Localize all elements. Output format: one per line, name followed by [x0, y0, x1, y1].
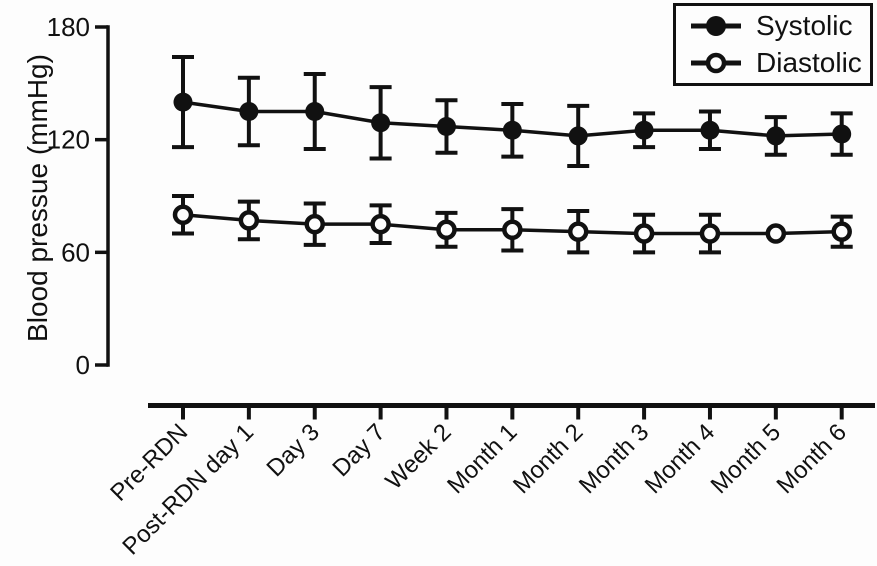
diastolic-point	[765, 223, 787, 244]
systolic-point	[700, 120, 720, 140]
diastolic-point	[567, 221, 589, 242]
systolic-point	[173, 92, 193, 112]
systolic-point	[239, 102, 259, 121]
systolic-point	[371, 113, 391, 133]
systolic-point	[502, 120, 522, 140]
diastolic-marker-icon	[691, 52, 741, 73]
legend-item-systolic: Systolic	[676, 11, 870, 41]
y-tick-label: 0	[76, 350, 90, 380]
legend: Systolic Diastolic	[673, 3, 873, 86]
diastolic-point	[172, 204, 194, 226]
diastolic-point	[633, 223, 655, 244]
diastolic-point	[304, 213, 325, 235]
x-tick-label: Month 4	[640, 419, 720, 499]
systolic-point	[832, 124, 852, 144]
diastolic-point	[238, 210, 260, 231]
y-tick-label: 120	[47, 125, 90, 155]
x-tick-label: Day 3	[262, 419, 325, 482]
x-tick-label: Month 5	[706, 419, 786, 499]
y-tick-label: 60	[61, 237, 90, 267]
x-tick-label: Day 7	[327, 419, 390, 482]
y-tick-label: 180	[47, 12, 90, 42]
diastolic-point	[436, 219, 457, 241]
y-axis-title: Blood pressue (mmHg)	[22, 54, 53, 342]
diastolic-point	[502, 219, 523, 241]
systolic-point	[568, 126, 588, 146]
systolic-point	[766, 126, 786, 146]
x-tick-label: Month 6	[772, 419, 852, 499]
legend-label-systolic: Systolic	[756, 10, 853, 42]
systolic-point	[436, 117, 456, 137]
x-tick-label: Month 2	[508, 419, 588, 499]
systolic-point	[305, 102, 325, 121]
systolic-point	[634, 120, 654, 140]
x-tick-label: Month 1	[442, 419, 522, 499]
diastolic-point	[831, 221, 852, 242]
diastolic-point	[699, 223, 721, 244]
systolic-marker-icon	[691, 16, 741, 37]
legend-item-diastolic: Diastolic	[676, 46, 870, 78]
diastolic-point	[370, 213, 391, 235]
x-tick-label: Month 3	[574, 419, 654, 499]
legend-label-diastolic: Diastolic	[756, 46, 862, 78]
